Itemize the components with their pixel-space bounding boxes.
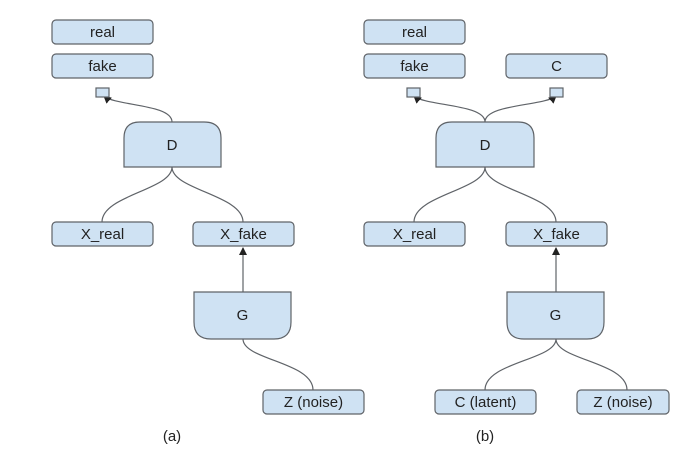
discriminator-label-a: D — [167, 137, 178, 154]
real-label-a: real — [90, 24, 115, 41]
generator-label-b: G — [550, 307, 562, 324]
x-fake-to-d-b-connector — [484, 166, 557, 223]
code-output-port-b — [549, 87, 564, 98]
real-node-a — [51, 19, 154, 45]
caption-a: (a) — [163, 428, 181, 445]
generator-node-b — [506, 291, 605, 340]
d-to-code-output-b-connector — [484, 95, 557, 123]
diagram-a: real fake D X_real X_fake G Z (noise) (a… — [51, 19, 365, 445]
output-port-a — [95, 87, 110, 98]
real-node-b — [363, 19, 466, 45]
discriminator-label-b: D — [480, 137, 491, 154]
latent-node-b — [434, 389, 537, 415]
noise-label-b: Z (noise) — [593, 394, 652, 411]
caption-b: (b) — [476, 428, 494, 445]
fake-node-a — [51, 53, 154, 79]
x-real-to-d-a-connector — [101, 166, 173, 223]
noise-label-a: Z (noise) — [284, 394, 343, 411]
noise-to-g-a-connector — [242, 338, 314, 391]
noise-to-g-b-connector — [555, 338, 628, 391]
x-fake-label-a: X_fake — [220, 226, 267, 243]
latent-label-b: C (latent) — [455, 394, 517, 411]
x-fake-to-d-a-connector — [171, 166, 244, 223]
x-real-node-b — [363, 221, 466, 247]
x-real-node-a — [51, 221, 154, 247]
noise-node-b — [576, 389, 670, 415]
real-label-b: real — [402, 24, 427, 41]
discriminator-node-b — [435, 121, 535, 168]
x-fake-node-a — [192, 221, 295, 247]
x-fake-label-b: X_fake — [533, 226, 580, 243]
x-real-label-b: X_real — [393, 226, 436, 243]
latent-to-g-b-connector — [484, 338, 557, 391]
fake-node-b — [363, 53, 466, 79]
noise-node-a — [262, 389, 365, 415]
generator-label-a: G — [237, 307, 249, 324]
d-to-output-a-connector — [103, 95, 173, 123]
fake-label-a: fake — [88, 58, 116, 75]
generator-node-a — [193, 291, 292, 340]
x-real-to-d-b-connector — [413, 166, 486, 223]
x-real-label-a: X_real — [81, 226, 124, 243]
output-port-b — [406, 87, 421, 98]
discriminator-node-a — [123, 121, 222, 168]
code-node-b — [505, 53, 608, 79]
x-fake-node-b — [505, 221, 608, 247]
code-label-b: C — [551, 58, 562, 75]
fake-label-b: fake — [400, 58, 428, 75]
d-to-output-b-connector — [413, 95, 486, 123]
diagram-b: real fake C D X_real X_fake G C (latent)… — [363, 19, 670, 445]
